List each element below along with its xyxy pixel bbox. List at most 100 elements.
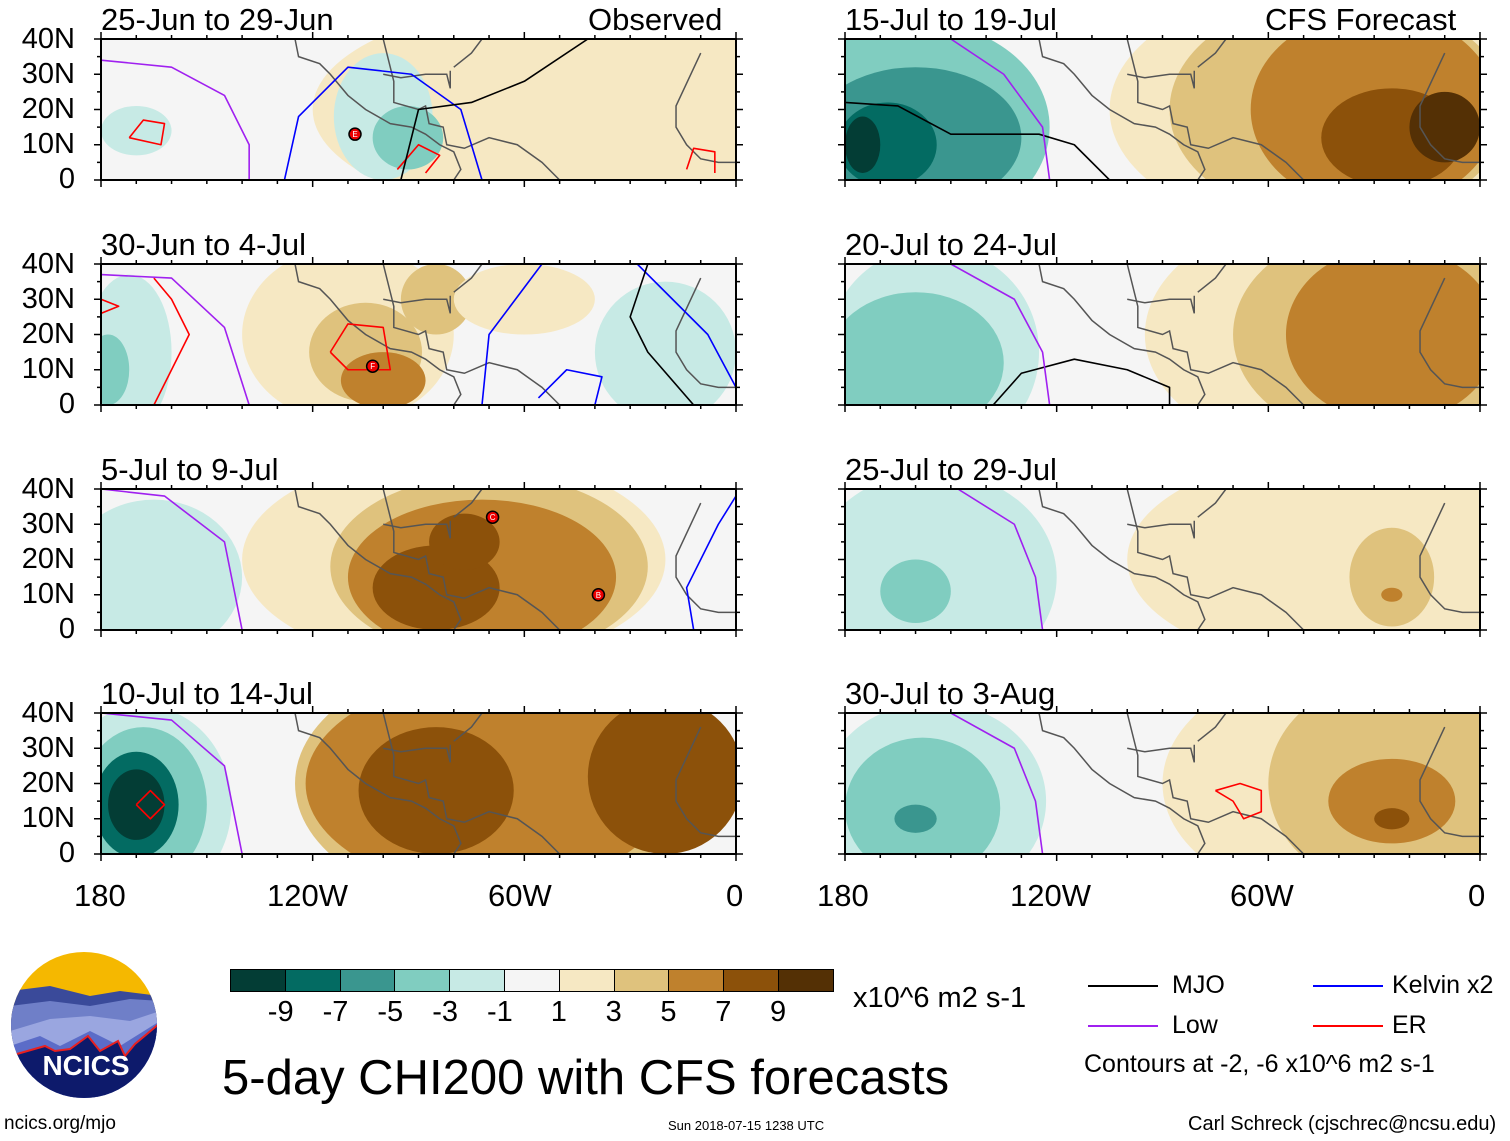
lat-tick: 20N bbox=[21, 318, 75, 350]
lat-tick: 0 bbox=[58, 613, 75, 645]
lat-tick: 30N bbox=[21, 508, 75, 540]
contour-mjo bbox=[629, 264, 695, 405]
coastline bbox=[1197, 713, 1227, 742]
contour-mjo bbox=[400, 39, 589, 180]
lat-tick: 20N bbox=[21, 767, 75, 799]
contour-low bbox=[950, 713, 1044, 854]
contour-er bbox=[101, 298, 120, 315]
colorbar-swatch bbox=[778, 969, 834, 992]
colorbar-swatch bbox=[449, 969, 505, 992]
colorbar-label: 9 bbox=[770, 996, 787, 1028]
coastline bbox=[1197, 489, 1227, 518]
map-panel: F bbox=[94, 257, 743, 412]
svg-text:E: E bbox=[352, 130, 357, 139]
coastline bbox=[1419, 277, 1480, 389]
colorbar-label: 7 bbox=[715, 996, 732, 1028]
lon-tick: 60W bbox=[488, 878, 552, 913]
lon-tick: 60W bbox=[1230, 878, 1294, 913]
colorbar-label: 5 bbox=[660, 996, 677, 1028]
chi200-anomaly-region bbox=[1127, 489, 1480, 630]
legend-low: Low bbox=[1172, 1011, 1218, 1039]
contour-er bbox=[1215, 782, 1263, 820]
panel-title: 25-Jul to 29-Jul bbox=[845, 452, 1057, 487]
chi200-anomaly-region bbox=[845, 737, 1001, 854]
chi200-anomaly-region bbox=[1374, 808, 1410, 830]
chi200-anomaly-region bbox=[372, 105, 444, 170]
legend-line-low bbox=[1088, 1025, 1158, 1027]
colorbar-swatch bbox=[394, 969, 451, 992]
panel-title: 15-Jul to 19-Jul bbox=[845, 2, 1057, 37]
contour-kelvin bbox=[636, 264, 736, 388]
site-url[interactable]: ncics.org/mjo bbox=[4, 1113, 116, 1134]
map-panel bbox=[838, 482, 1487, 637]
lat-tick: 10N bbox=[21, 802, 75, 834]
coastline bbox=[1197, 264, 1227, 293]
coastline bbox=[383, 520, 451, 539]
contour-er bbox=[135, 789, 166, 820]
colorbar-units: x10^6 m2 s-1 bbox=[853, 982, 1027, 1014]
chi200-anomaly-region bbox=[594, 281, 736, 405]
contour-low bbox=[950, 39, 1051, 180]
chi200-anomaly-region bbox=[358, 727, 514, 854]
panel-title: 10-Jul to 14-Jul bbox=[101, 676, 313, 711]
lat-tick: 40N bbox=[21, 248, 75, 280]
legend-line-er bbox=[1313, 1025, 1383, 1027]
contour-low bbox=[101, 273, 250, 405]
panel-title: 5-Jul to 9-Jul bbox=[101, 452, 279, 487]
coastline bbox=[675, 277, 736, 389]
chi200-anomaly-region bbox=[1381, 587, 1403, 602]
coastline bbox=[382, 713, 561, 854]
lat-tick: 10N bbox=[21, 128, 75, 160]
chi200-anomaly-region bbox=[524, 39, 736, 180]
colorbar-label: -7 bbox=[322, 996, 349, 1028]
lat-tick: 0 bbox=[58, 837, 75, 869]
contour-er bbox=[685, 147, 716, 173]
contour-kelvin bbox=[537, 368, 603, 405]
lat-tick: 10N bbox=[21, 578, 75, 610]
lat-tick: 0 bbox=[58, 388, 75, 420]
lon-tick: 120W bbox=[267, 878, 348, 913]
coastline bbox=[1038, 489, 1206, 630]
contour-low bbox=[101, 489, 243, 630]
lat-tick: 10N bbox=[21, 353, 75, 385]
author: Carl Schreck (cjschrec@ncsu.edu) bbox=[1188, 1113, 1497, 1135]
panel-title: 25-Jun to 29-Jun bbox=[101, 2, 334, 37]
coastline bbox=[453, 713, 483, 742]
legend-mjo: MJO bbox=[1172, 971, 1225, 999]
lat-tick: 20N bbox=[21, 93, 75, 125]
contour-low bbox=[101, 59, 250, 180]
legend-er: ER bbox=[1392, 1011, 1427, 1039]
contour-er bbox=[329, 323, 392, 371]
legend-line-kelvin bbox=[1313, 985, 1383, 987]
lat-tick: 30N bbox=[21, 732, 75, 764]
colorbar-label: -1 bbox=[487, 996, 513, 1028]
chi200-anomaly-region bbox=[894, 804, 937, 833]
coastline bbox=[294, 489, 462, 630]
coastline bbox=[294, 713, 462, 854]
chi200-anomaly-region bbox=[101, 105, 172, 156]
coastline bbox=[382, 489, 561, 630]
coastline bbox=[1126, 489, 1305, 630]
chi200-anomaly-region bbox=[453, 264, 595, 335]
map-panel bbox=[838, 32, 1487, 187]
coastline bbox=[453, 264, 483, 293]
legend-kelvin: Kelvin x2 bbox=[1392, 971, 1494, 999]
coastline bbox=[1197, 39, 1227, 68]
lat-tick: 30N bbox=[21, 283, 75, 315]
map-panel: E bbox=[94, 32, 743, 187]
coastline bbox=[294, 264, 462, 405]
map-panel bbox=[838, 706, 1487, 861]
colorbar-swatch bbox=[558, 969, 615, 992]
ncics-logo: NCICS bbox=[11, 952, 157, 1098]
contour-low bbox=[950, 264, 1051, 405]
coastline bbox=[675, 726, 736, 838]
coastline bbox=[1127, 744, 1195, 763]
chi200-anomaly-region bbox=[845, 116, 881, 173]
chi200-anomaly-region bbox=[1286, 264, 1480, 405]
contour-er bbox=[128, 119, 166, 146]
colorbar-label: -5 bbox=[377, 996, 404, 1028]
lat-tick: 40N bbox=[21, 697, 75, 729]
lat-tick: 0 bbox=[58, 163, 75, 195]
coastline bbox=[1127, 70, 1195, 89]
